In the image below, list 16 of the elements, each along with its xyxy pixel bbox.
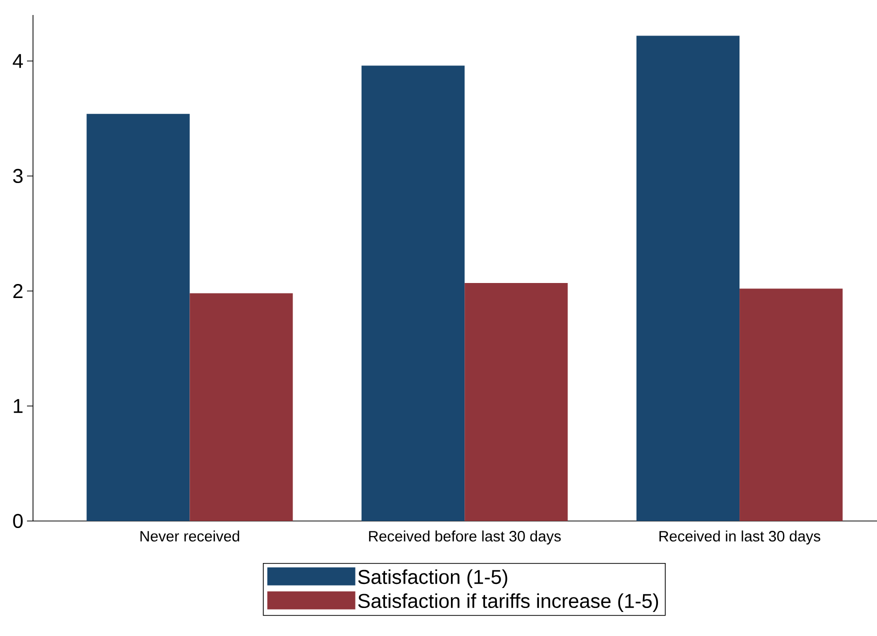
bar [362, 66, 465, 521]
y-tick-label: 0 [13, 514, 23, 528]
y-tick-label: 1 [14, 399, 22, 413]
x-tick-label: Received before last 30 days [369, 530, 561, 544]
bar [740, 288, 843, 521]
legend-label: Satisfaction (1-5) [358, 569, 508, 588]
legend-label: Satisfaction if tariffs increase (1-5) [358, 593, 658, 612]
x-tick-label: Never received [140, 530, 240, 542]
bar [464, 282, 568, 521]
bar [190, 293, 293, 521]
y-tick-label: 2 [13, 284, 22, 298]
bar [636, 36, 740, 521]
bar [86, 114, 190, 521]
y-tick-label: 4 [12, 54, 23, 68]
x-tick-label: Received in last 30 days [659, 530, 820, 544]
y-tick-label: 3 [13, 168, 23, 184]
